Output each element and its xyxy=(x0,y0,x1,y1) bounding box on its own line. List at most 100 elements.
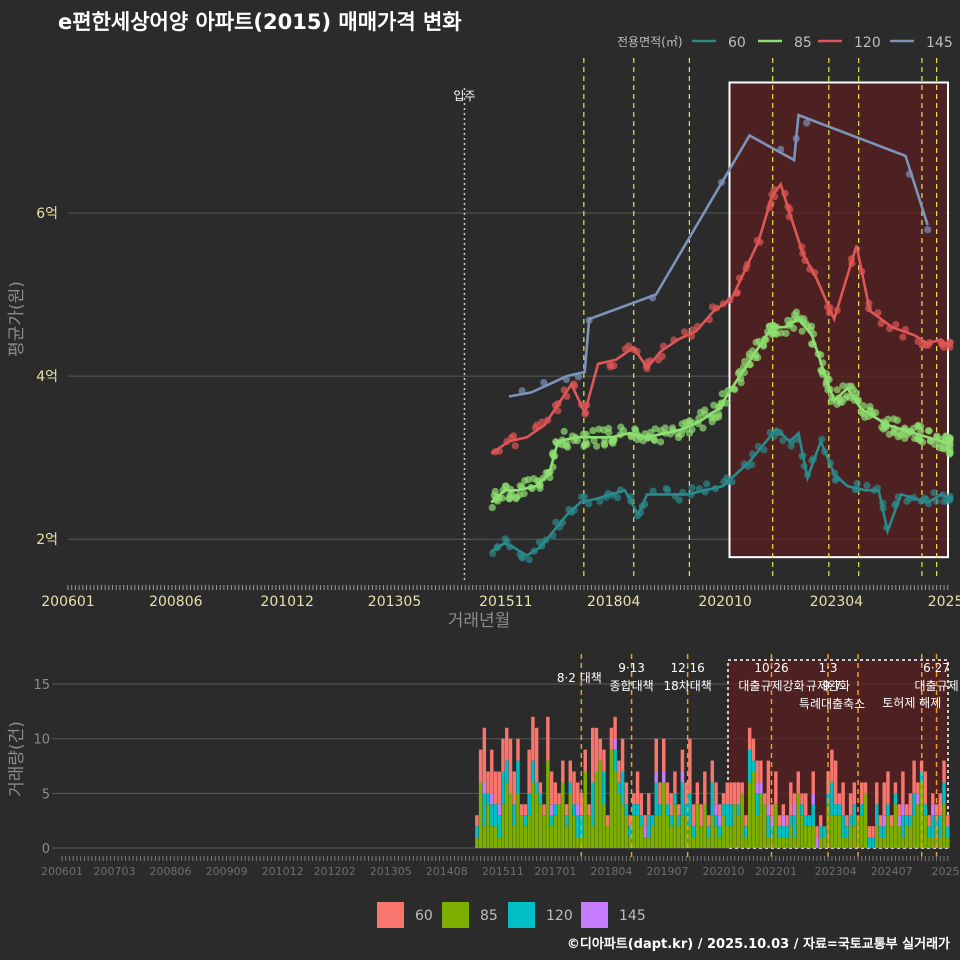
series-85-point xyxy=(661,424,669,432)
bar-segment-85 xyxy=(650,826,655,848)
bar-segment-60 xyxy=(830,749,834,783)
bar-segment-60 xyxy=(493,771,498,805)
bar-segment-145 xyxy=(718,815,722,827)
bar-segment-60 xyxy=(747,727,752,750)
bar-segment-60 xyxy=(725,782,729,805)
bar-segment-85 xyxy=(561,782,565,848)
series-85-point xyxy=(583,440,591,449)
x-tick-label: 201907 xyxy=(646,865,688,878)
bar-segment-85 xyxy=(822,837,827,848)
x-tick-label: 200806 xyxy=(149,594,203,610)
series-85-point xyxy=(573,437,581,445)
bar-segment-60 xyxy=(811,771,815,794)
y-tick-label: 0 xyxy=(42,842,50,857)
series-85-point xyxy=(714,413,723,421)
bar-segment-60 xyxy=(744,815,748,827)
bar-segment-85 xyxy=(568,793,573,848)
bar-segment-120 xyxy=(770,826,774,838)
bar-segment-85 xyxy=(605,826,610,848)
bar-segment-85 xyxy=(893,804,898,848)
bar-segment-60 xyxy=(654,738,658,772)
bar-segment-60 xyxy=(837,793,842,805)
series-85-point xyxy=(617,423,625,431)
bar-segment-120 xyxy=(576,815,580,838)
bar-segment-60 xyxy=(845,815,849,827)
bar-segment-60 xyxy=(609,727,614,750)
bar-segment-60 xyxy=(505,727,509,761)
bar-segment-120 xyxy=(923,804,928,816)
bar-segment-120 xyxy=(523,815,528,827)
bar-segment-60 xyxy=(699,804,703,827)
bar-segment-85 xyxy=(901,837,905,848)
series-85-point xyxy=(560,427,568,435)
bar-segment-120 xyxy=(718,826,722,838)
bar-segment-60 xyxy=(871,826,875,838)
bar-segment-120 xyxy=(549,815,554,827)
series-120-point xyxy=(658,352,666,360)
x-tick-label: 200703 xyxy=(93,865,135,878)
x-tick-label: 201202 xyxy=(314,865,356,878)
series-85-point xyxy=(600,440,608,448)
bar-segment-85 xyxy=(919,782,924,848)
bar-segment-85 xyxy=(594,771,599,848)
bar-segment-85 xyxy=(647,837,651,848)
bar-segment-120 xyxy=(624,804,629,816)
bar-segment-60 xyxy=(904,804,909,816)
series-85-point xyxy=(884,415,892,423)
bar-segment-85 xyxy=(744,837,748,848)
bar-segment-60 xyxy=(695,782,700,805)
bar-segment-120 xyxy=(830,782,834,816)
bar-segment-85 xyxy=(531,782,535,848)
bar-segment-60 xyxy=(501,738,505,772)
x-tick-label: 202304 xyxy=(810,594,864,610)
bar-segment-120 xyxy=(590,782,595,827)
series-85-point xyxy=(946,436,954,444)
bar-segment-85 xyxy=(927,837,931,848)
series-85-point xyxy=(668,424,677,432)
bar-segment-60 xyxy=(572,771,576,805)
bar-segment-85 xyxy=(609,749,614,848)
y-axis-title: 거래량(건) xyxy=(7,721,27,797)
bar-segment-120 xyxy=(534,782,539,794)
volume-panel: 0 5 10 15 8·2 대책 9·13 종합대책 12·16 18차대책 10·26 대출규제강… xyxy=(7,654,960,878)
bar-segment-120 xyxy=(912,793,916,816)
bar-segment-120 xyxy=(845,826,849,838)
bar-segment-60 xyxy=(478,749,483,783)
bar-segment-120 xyxy=(564,815,569,827)
series-120-point xyxy=(606,361,614,369)
bar-segment-85 xyxy=(598,760,602,848)
bar-segment-85 xyxy=(654,815,658,848)
bar-segment-85 xyxy=(923,815,928,848)
bar-segment-60 xyxy=(579,793,584,816)
bar-segment-120 xyxy=(867,837,871,848)
bar-segment-85 xyxy=(688,826,692,848)
bar-segment-85 xyxy=(852,826,857,848)
bar-segment-120 xyxy=(946,826,950,838)
bar-segment-85 xyxy=(882,837,886,848)
bar-segment-85 xyxy=(497,837,501,848)
bar-segment-60 xyxy=(549,771,554,805)
bar-segment-120 xyxy=(527,793,531,816)
bar-segment-145 xyxy=(792,804,797,816)
bar-segment-120 xyxy=(538,793,543,805)
bar-segment-145 xyxy=(497,804,501,816)
bar-segment-85 xyxy=(613,771,617,848)
bar-segment-120 xyxy=(927,826,931,838)
bar-segment-85 xyxy=(946,837,950,848)
series-60-point xyxy=(664,486,672,494)
bar-segment-145 xyxy=(482,782,487,794)
chart-title: e편한세상어양 아파트(2015) 매매가격 변화 xyxy=(58,10,462,34)
bar-segment-60 xyxy=(875,782,879,805)
bar-segment-120 xyxy=(800,804,804,816)
bar-segment-60 xyxy=(912,760,916,794)
bar-segment-60 xyxy=(867,826,871,838)
bar-segment-60 xyxy=(815,826,819,838)
bar-segment-85 xyxy=(538,804,543,848)
bar-segment-60 xyxy=(796,771,800,794)
bar-segment-85 xyxy=(800,815,804,848)
bar-segment-60 xyxy=(729,782,733,805)
series-85-point xyxy=(491,487,499,496)
bar-segment-85 xyxy=(676,826,681,848)
bar-segment-85 xyxy=(579,837,584,848)
series-120-point xyxy=(940,343,948,351)
